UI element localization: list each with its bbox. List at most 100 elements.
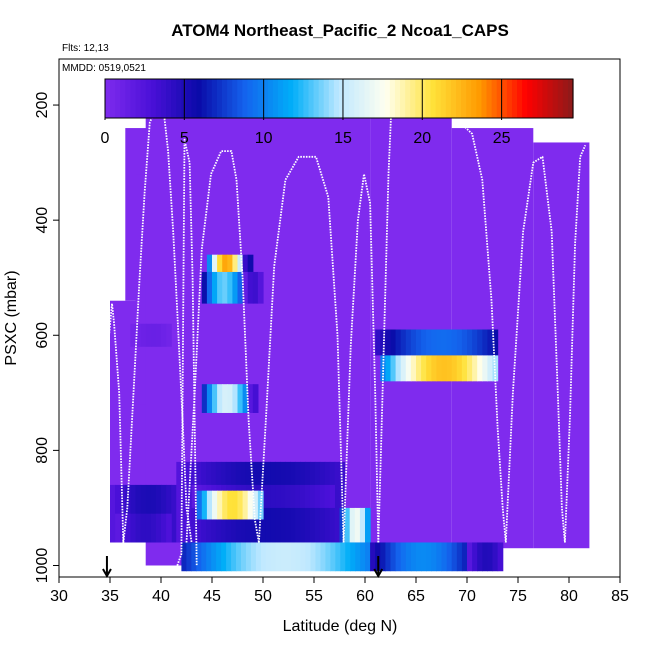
- colorbar-tick-label: 10: [255, 130, 273, 147]
- heatmap-cell: [295, 484, 301, 508]
- heatmap-cell: [325, 542, 331, 572]
- colorbar-swatch: [237, 79, 243, 118]
- heatmap-cell: [334, 461, 341, 543]
- colorbar-swatch: [293, 79, 299, 118]
- marker-head: [102, 568, 112, 579]
- heatmap-cell: [375, 329, 381, 356]
- heatmap-cell: [446, 329, 453, 356]
- heatmap-cell: [390, 329, 397, 356]
- colorbar-swatch: [308, 79, 315, 118]
- heatmap-cell: [285, 542, 292, 572]
- colorbar-swatch: [120, 79, 126, 118]
- heatmap-cell: [385, 329, 392, 356]
- x-tick-label: 40: [152, 588, 170, 605]
- heatmap-cell: [145, 513, 152, 543]
- heatmap-cell: [451, 355, 458, 382]
- heatmap-cell: [421, 355, 427, 382]
- heatmap-cell: [135, 323, 142, 347]
- y-tick-label: 400: [34, 207, 51, 234]
- colorbar-swatch: [339, 79, 345, 118]
- heatmap-cell: [227, 254, 233, 272]
- colorbar-swatch: [227, 79, 233, 118]
- colorbar-swatch: [445, 79, 452, 118]
- heatmap-cell: [150, 323, 157, 347]
- y-axis-label: PSXC (mbar): [3, 270, 20, 365]
- heatmap-layer: [110, 87, 590, 572]
- heatmap-cell: [176, 461, 182, 543]
- flight-track: [258, 155, 345, 543]
- heatmap-cell: [436, 355, 443, 382]
- colorbar-swatch: [323, 79, 330, 118]
- heatmap-cell: [339, 507, 346, 543]
- colorbar-swatch: [247, 79, 254, 118]
- heatmap-cell: [227, 490, 233, 520]
- heatmap-cell: [324, 484, 331, 508]
- heatmap-cell: [467, 329, 473, 356]
- colorbar-swatch: [440, 79, 447, 118]
- colorbar-swatch: [501, 79, 508, 118]
- colorbar-swatch: [252, 79, 259, 118]
- heatmap-cell: [482, 355, 488, 382]
- colorbar-swatch: [328, 79, 335, 118]
- heatmap-cell: [477, 329, 483, 356]
- colorbar-tick-label: 0: [101, 130, 110, 147]
- heatmap-cell: [166, 323, 172, 347]
- chart-title: ATOM4 Northeast_Pacific_2 Ncoa1_CAPS: [171, 21, 509, 40]
- heatmap-cell: [330, 542, 336, 572]
- heatmap-cell: [232, 490, 239, 520]
- heatmap-cell: [441, 355, 448, 382]
- heatmap-cell: [217, 384, 223, 413]
- heatmap-cell: [206, 490, 213, 520]
- heatmap-cell: [237, 271, 244, 304]
- heatmap-cell: [227, 271, 233, 304]
- heatmap-cell: [222, 271, 228, 304]
- heatmap-cell: [140, 513, 147, 543]
- heatmap-cell: [211, 542, 217, 572]
- y-tick-label: 200: [34, 92, 51, 119]
- heatmap-cell: [497, 542, 504, 572]
- heatmap-cell: [421, 542, 427, 572]
- colorbar-swatch: [110, 79, 116, 118]
- heatmap-cell: [280, 542, 287, 572]
- heatmap-cell: [206, 271, 213, 304]
- colorbar-swatch: [354, 79, 360, 118]
- colorbar-swatch: [196, 79, 203, 118]
- flight-marker-arrow: [373, 556, 384, 579]
- heatmap-cell: [206, 254, 213, 272]
- x-tick-label: 45: [203, 588, 221, 605]
- colorbar-swatch: [288, 79, 294, 118]
- heatmap-cell: [270, 542, 277, 572]
- heatmap-cell: [472, 355, 478, 382]
- colorbar-swatch: [547, 79, 554, 118]
- colorbar-swatch: [461, 79, 467, 118]
- heatmap-cell: [247, 384, 254, 413]
- colorbar-swatch: [130, 79, 137, 118]
- colorbar-swatch: [379, 79, 386, 118]
- colorbar-swatch: [150, 79, 157, 118]
- colorbar-swatch: [527, 79, 533, 118]
- heatmap-cell: [416, 329, 422, 356]
- colorbar-ticks: 0 5 10 15 20 25: [101, 79, 511, 147]
- heatmap-cell: [161, 513, 167, 543]
- colorbar-swatch: [389, 79, 396, 118]
- heatmap-cell: [285, 484, 291, 508]
- heatmap-cell: [487, 329, 494, 356]
- heatmap-cell: [222, 384, 228, 413]
- heatmap-cell: [319, 484, 326, 508]
- heatmap-cell: [181, 542, 187, 572]
- heatmap-cell: [232, 254, 239, 272]
- colorbar-swatch: [318, 79, 325, 118]
- heatmap-cell: [492, 542, 499, 572]
- colorbar-swatch: [394, 79, 401, 118]
- heatmap-cell: [436, 329, 443, 356]
- heatmap-cell: [477, 355, 483, 382]
- heatmap-cell: [354, 507, 361, 543]
- heatmap-cell: [405, 542, 412, 572]
- heatmap-cell: [380, 542, 386, 572]
- colorbar-swatch: [471, 79, 477, 118]
- colorbar-swatch: [155, 79, 162, 118]
- colorbar-swatch: [105, 79, 111, 118]
- colorbar-swatch: [552, 79, 559, 118]
- heatmap-cell: [232, 271, 239, 304]
- heatmap-cell: [431, 542, 437, 572]
